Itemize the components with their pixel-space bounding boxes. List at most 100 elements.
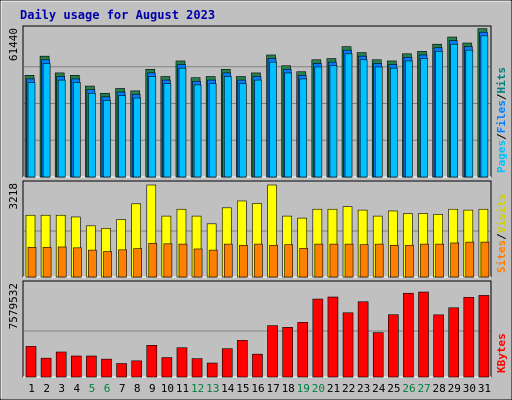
bar-pages-day-24: [374, 66, 383, 178]
bar-sites-day-1: [27, 246, 37, 278]
legend-entry: KBytes: [495, 333, 508, 373]
bar-sites-day-13: [208, 249, 218, 278]
bar-kbytes-day-31: [478, 295, 490, 378]
bar-kbytes-day-1: [25, 346, 37, 378]
bar-kbytes-day-28: [433, 314, 444, 378]
bar-sites-day-21: [329, 243, 339, 278]
bar-kbytes-day-2: [40, 357, 52, 378]
bar-pages-day-17: [269, 61, 277, 178]
bar-pages-day-25: [390, 67, 398, 178]
bar-sites-day-2: [42, 246, 52, 278]
day-label-6: 6: [104, 382, 111, 395]
day-label-8: 8: [134, 382, 141, 395]
day-label-21: 21: [327, 382, 340, 395]
bar-sites-day-24: [374, 243, 384, 278]
bar-kbytes-day-11: [176, 347, 188, 378]
bar-kbytes-day-29: [448, 307, 460, 378]
bar-kbytes-day-30: [463, 297, 475, 378]
day-labels: 1 2 3 4 5 6 7 8 9 10 11 12 13 14 15 16 17 18 19 20 21 22 23 24 2…: [28, 382, 491, 395]
bar-kbytes-day-18: [282, 327, 293, 378]
legend-entry: Hits: [495, 67, 508, 94]
bar-kbytes-day-8: [131, 360, 142, 378]
legend-entry: Files: [495, 100, 508, 133]
legend-entry: Visits: [495, 194, 508, 234]
day-label-20: 20: [312, 382, 325, 395]
bar-kbytes-day-19: [297, 322, 309, 378]
bar-pages-day-3: [57, 79, 66, 178]
bar-sites-day-20: [314, 243, 324, 278]
day-label-31: 31: [478, 382, 491, 395]
bar-pages-day-5: [88, 92, 96, 178]
bar-pages-day-29: [450, 43, 459, 178]
max-label-kbytes: 7579532: [7, 283, 20, 329]
day-label-1: 1: [28, 382, 35, 395]
bar-kbytes-day-10: [161, 357, 173, 378]
day-label-22: 22: [342, 382, 355, 395]
day-label-24: 24: [372, 382, 386, 395]
bar-pages-day-26: [405, 60, 413, 178]
legend-entry: /: [495, 93, 508, 100]
bar-sites-day-10: [163, 243, 173, 278]
bar-pages-day-2: [42, 63, 51, 178]
bar-pages-day-16: [254, 79, 262, 178]
bar-kbytes-day-3: [55, 351, 67, 378]
bar-pages-day-9: [148, 76, 157, 178]
day-label-27: 27: [417, 382, 430, 395]
bar-sites-day-19: [299, 248, 309, 278]
day-label-5: 5: [89, 382, 96, 395]
bar-kbytes-day-5: [86, 355, 97, 378]
max-label-visits-sites: 3218: [7, 183, 20, 210]
bar-sites-day-6: [103, 251, 112, 278]
day-label-28: 28: [433, 382, 446, 395]
bar-sites-day-25: [390, 244, 399, 278]
bar-kbytes-day-15: [237, 340, 248, 378]
bar-pages-day-14: [223, 76, 232, 178]
bar-kbytes-day-13: [206, 362, 218, 378]
bar-pages-day-15: [239, 83, 247, 178]
day-label-19: 19: [297, 382, 310, 395]
bar-pages-day-12: [193, 84, 202, 178]
bar-kbytes-day-23: [357, 301, 369, 378]
day-label-15: 15: [236, 382, 249, 395]
bar-pages-day-31: [480, 35, 489, 178]
legend-entry: Sites: [495, 240, 508, 273]
bar-kbytes-day-4: [70, 355, 82, 378]
bar-sites-day-26: [405, 244, 414, 278]
bar-kbytes-day-25: [388, 314, 399, 378]
bar-pages-day-7: [118, 95, 126, 178]
bar-kbytes-day-22: [342, 312, 354, 378]
day-label-18: 18: [282, 382, 295, 395]
panel-kbytes: 7579532 KBytes: [7, 280, 508, 378]
bar-sites-day-7: [118, 249, 127, 278]
bar-sites-day-28: [435, 243, 444, 278]
bar-kbytes-day-7: [116, 363, 127, 378]
day-label-25: 25: [387, 382, 400, 395]
legend-entry: /: [495, 133, 508, 140]
bar-kbytes-day-21: [327, 296, 339, 378]
day-label-14: 14: [221, 382, 235, 395]
day-label-13: 13: [206, 382, 219, 395]
bar-pages-day-6: [103, 100, 111, 178]
day-label-11: 11: [176, 382, 189, 395]
bar-pages-day-4: [72, 82, 81, 178]
bar-kbytes-day-12: [191, 358, 203, 378]
bar-pages-day-19: [299, 78, 308, 178]
bar-sites-day-18: [284, 244, 293, 278]
panel-visits-sites: 3218 Sites/Visits: [7, 180, 508, 278]
bar-pages-day-13: [208, 83, 217, 178]
bar-kbytes-day-20: [312, 298, 324, 378]
bars-kbytes: [25, 291, 490, 378]
bar-pages-day-28: [435, 51, 443, 178]
bar-sites-day-22: [344, 243, 354, 278]
bar-sites-day-9: [148, 242, 158, 278]
bars-visits-sites: [25, 184, 490, 278]
bar-sites-day-23: [359, 244, 369, 278]
legend-entry: Pages: [495, 140, 508, 173]
bar-pages-day-20: [314, 66, 323, 178]
bar-pages-day-1: [27, 82, 36, 178]
bar-sites-day-27: [420, 243, 429, 278]
day-label-12: 12: [191, 382, 204, 395]
bar-sites-day-14: [223, 243, 233, 278]
